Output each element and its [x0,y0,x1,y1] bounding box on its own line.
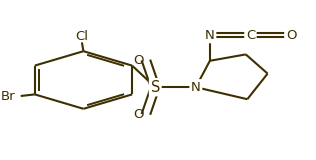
Text: Cl: Cl [76,29,88,43]
Text: Br: Br [1,90,15,103]
Text: O: O [133,108,143,121]
Text: N: N [191,81,201,94]
Text: S: S [150,80,160,95]
Text: O: O [133,53,143,67]
Text: O: O [286,29,296,42]
Text: C: C [246,29,255,42]
Text: N: N [205,29,215,42]
